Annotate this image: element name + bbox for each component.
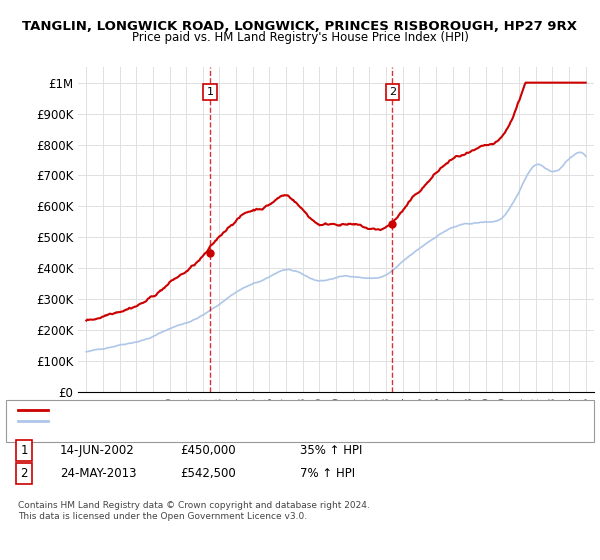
Text: HPI: Average price, detached house, Buckinghamshire: HPI: Average price, detached house, Buck… <box>54 416 320 426</box>
Text: 14-JUN-2002: 14-JUN-2002 <box>60 444 135 458</box>
Text: 2: 2 <box>20 466 28 480</box>
Text: 24-MAY-2013: 24-MAY-2013 <box>60 466 137 480</box>
Text: Contains HM Land Registry data © Crown copyright and database right 2024.
This d: Contains HM Land Registry data © Crown c… <box>18 501 370 521</box>
Text: 1: 1 <box>207 87 214 97</box>
Text: 2: 2 <box>389 87 396 97</box>
Text: 35% ↑ HPI: 35% ↑ HPI <box>300 444 362 458</box>
Text: TANGLIN, LONGWICK ROAD, LONGWICK, PRINCES RISBOROUGH, HP27 9RX (detached ho: TANGLIN, LONGWICK ROAD, LONGWICK, PRINCE… <box>54 405 488 415</box>
Text: £542,500: £542,500 <box>180 466 236 480</box>
Text: TANGLIN, LONGWICK ROAD, LONGWICK, PRINCES RISBOROUGH, HP27 9RX: TANGLIN, LONGWICK ROAD, LONGWICK, PRINCE… <box>23 20 577 32</box>
Text: 7% ↑ HPI: 7% ↑ HPI <box>300 466 355 480</box>
Text: Price paid vs. HM Land Registry's House Price Index (HPI): Price paid vs. HM Land Registry's House … <box>131 31 469 44</box>
Text: £450,000: £450,000 <box>180 444 236 458</box>
Text: 1: 1 <box>20 444 28 458</box>
